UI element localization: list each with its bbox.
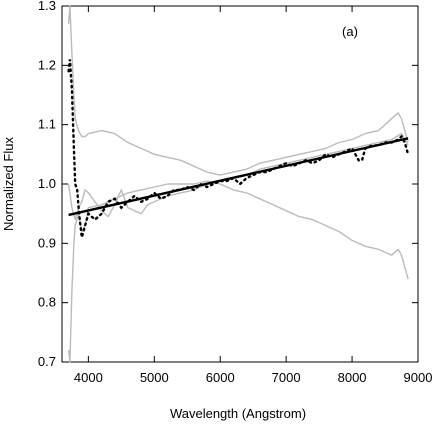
x-tick-label: 6000 [206,370,235,385]
data-series-group [67,59,410,238]
data-dotted-line [67,59,410,238]
envelope-line-2 [67,5,409,176]
envelope-series-group [67,5,409,363]
panel-label: (a) [342,24,358,39]
x-tick-label: 5000 [140,370,169,385]
fit-series-group [68,137,409,217]
x-tick-label: 7000 [272,370,301,385]
y-tick-label: 1.3 [38,0,56,13]
y-tick-label: 1.1 [38,117,56,132]
x-tick-label: 9000 [404,370,433,385]
envelope-line-3 [67,180,409,363]
y-tick-label: 1.0 [38,176,56,191]
y-tick-label: 1.2 [38,57,56,72]
y-tick-label: 0.8 [38,295,56,310]
envelope-line-4 [67,132,409,221]
y-axis-label: Normalized Flux [1,137,16,231]
y-tick-label: 0.9 [38,235,56,250]
y-tick-label: 0.7 [38,354,56,369]
x-axis-label: Wavelength (Angstrom) [170,406,306,421]
x-tick-label: 8000 [338,370,367,385]
x-tick-label: 4000 [74,370,103,385]
fit-line [68,137,409,217]
x-axis-ticks: 4000 5000 6000 7000 8000 9000 [74,6,433,385]
y-axis-ticks: 0.7 0.8 0.9 1.0 1.1 1.2 1.3 [38,0,418,369]
